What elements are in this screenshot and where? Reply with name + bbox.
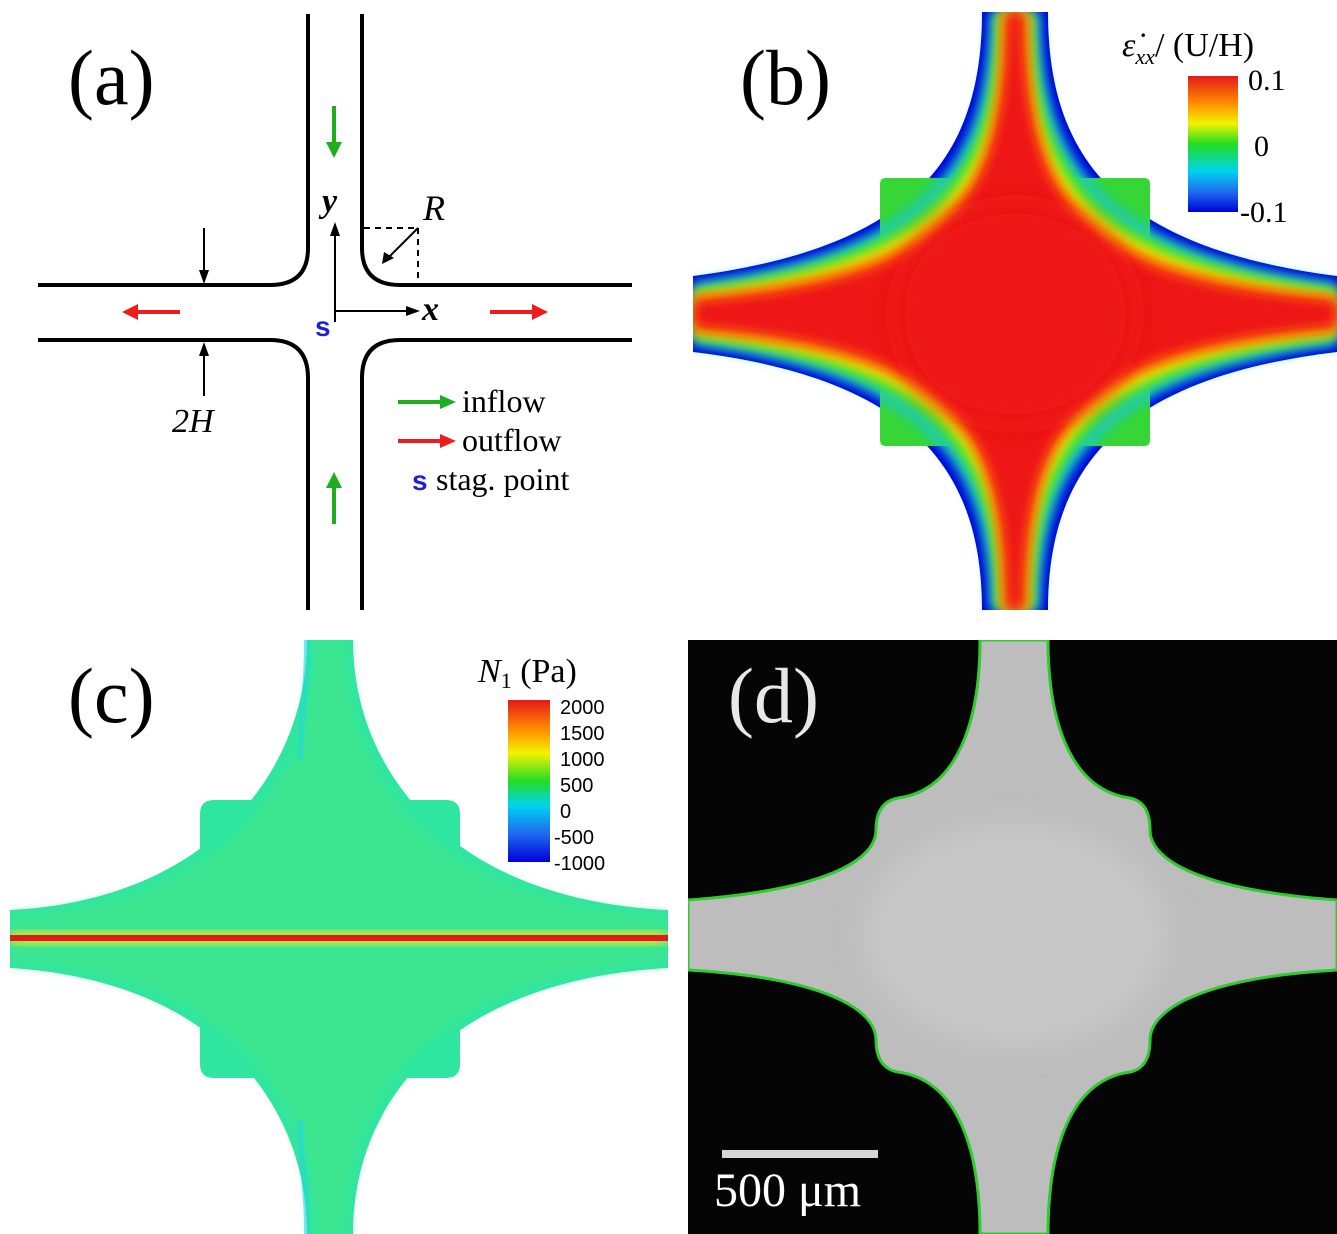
stagnation-point-marker: s [315, 311, 331, 342]
colorbar-c-tick-0: 2000 [560, 697, 605, 719]
colorbar-c-tick-5: -500 [554, 827, 594, 849]
panel-c-normal-stress-field [10, 640, 668, 1234]
birefringent-strand [10, 935, 668, 941]
legend-inflow: inflow [462, 383, 546, 419]
colorbar-b-title: ε̇xx/ (U/H) [1122, 27, 1254, 69]
colorbar-b-tick-zero: 0 [1254, 130, 1269, 163]
panel-c-colorbar: N1 (Pa) 2000 1500 1000 500 0 -500 -1000 [477, 653, 605, 875]
colorbar-b-tick-max: 0.1 [1248, 64, 1286, 97]
panel-d-micrograph [688, 640, 1337, 1234]
panel-b-colorbar: ε̇xx/ (U/H) 0.1 0 -0.1 [1122, 27, 1288, 229]
axis-y-label: y [318, 183, 338, 220]
colorbar-c-tick-6: -1000 [554, 853, 605, 875]
inflow-arrow-top [326, 106, 342, 158]
colorbar-b-gradient [1188, 76, 1238, 212]
flow-legend: inflow outflow s stag. point [398, 383, 569, 497]
panel-d-label: (d) [728, 652, 819, 739]
radius-construction [364, 227, 419, 282]
legend-outflow: outflow [462, 422, 562, 458]
stress-field-edge-top [297, 640, 310, 761]
colorbar-b-tick-min: -0.1 [1240, 196, 1288, 229]
panel-b-strain-rate-field [693, 12, 1337, 610]
panel-b-label: (b) [740, 34, 831, 121]
colorbar-c-tick-2: 1000 [560, 749, 605, 771]
strain-field-red-center [895, 204, 1135, 424]
scale-bar [722, 1150, 878, 1158]
panel-a-schematic: (a) R y x s [38, 14, 632, 610]
colorbar-c-gradient [508, 700, 550, 862]
scale-bar-label: 500 μm [714, 1164, 861, 1217]
legend-stag-text: stag. point [436, 461, 569, 497]
outflow-arrow-right [490, 304, 548, 320]
colorbar-c-tick-4: 0 [560, 801, 571, 823]
width-label: 2H [172, 403, 216, 440]
channel-highlight [865, 825, 1165, 1045]
inflow-arrow-bottom [326, 472, 342, 524]
colorbar-c-tick-3: 500 [560, 775, 593, 797]
coordinate-axes [330, 222, 420, 322]
channel-walls [38, 14, 632, 610]
stress-field-edge-bottom [297, 1119, 310, 1234]
radius-label: R [422, 188, 445, 228]
panel-c-label: (c) [68, 652, 155, 739]
colorbar-c-title: N1 (Pa) [477, 653, 577, 693]
legend-stag-marker: s [412, 465, 428, 496]
axis-x-label: x [421, 291, 439, 328]
panel-a-label: (a) [68, 34, 155, 121]
outflow-arrow-left [122, 304, 180, 320]
channel-width-indicator [199, 228, 209, 396]
colorbar-c-tick-1: 1500 [560, 723, 605, 745]
